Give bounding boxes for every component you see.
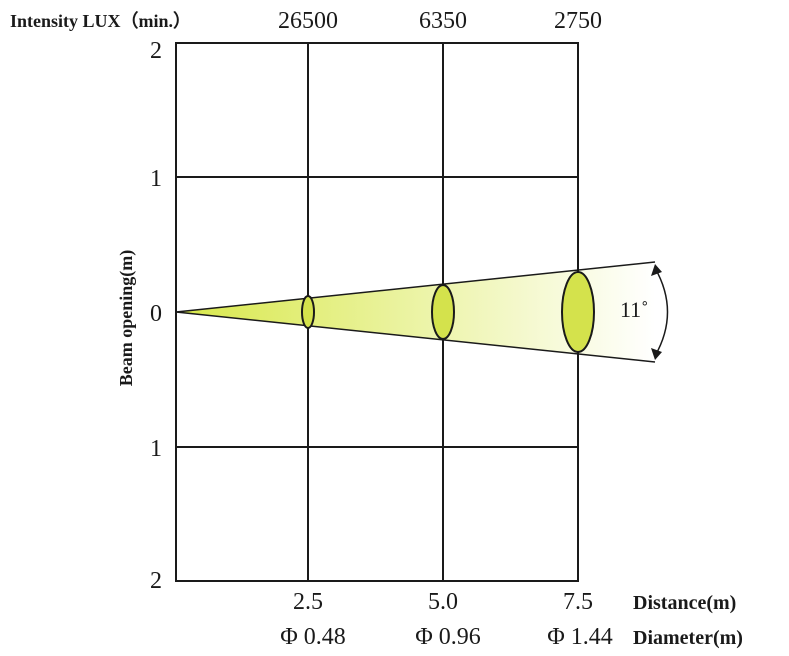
angle-arrow-bottom-icon bbox=[651, 348, 662, 360]
diameter-5-0: Φ 0.96 bbox=[415, 624, 481, 650]
diameter-label: Diameter(m) bbox=[633, 627, 743, 649]
distance-7-5: 7.5 bbox=[563, 589, 593, 615]
y-tick-top-2: 2 bbox=[150, 38, 162, 64]
distance-2-5: 2.5 bbox=[293, 589, 323, 615]
distance-label: Distance(m) bbox=[633, 592, 736, 614]
angle-label: 11˚ bbox=[620, 297, 649, 322]
angle-arc bbox=[654, 267, 669, 357]
y-tick-zero: 0 bbox=[150, 301, 162, 327]
beam-cone bbox=[176, 262, 655, 362]
intensity-value-2-5: 26500 bbox=[278, 8, 338, 34]
beam-section-7-5 bbox=[561, 271, 595, 353]
beam-edge-top bbox=[175, 261, 656, 313]
y-tick-top-1: 1 bbox=[150, 166, 162, 192]
intensity-value-5-0: 6350 bbox=[419, 8, 467, 34]
beam-section-2-5 bbox=[301, 295, 315, 329]
intensity-label: Intensity LUX（min.） bbox=[10, 11, 191, 31]
intensity-value-7-5: 2750 bbox=[554, 8, 602, 34]
y-axis-label: Beam opening(m) bbox=[116, 250, 137, 387]
distance-5-0: 5.0 bbox=[428, 589, 458, 615]
diameter-2-5: Φ 0.48 bbox=[280, 624, 346, 650]
beam-section-5-0 bbox=[431, 284, 455, 340]
beam-edge-bottom bbox=[175, 311, 656, 363]
y-tick-bottom-2: 2 bbox=[150, 568, 162, 594]
y-tick-bottom-1: 1 bbox=[150, 436, 162, 462]
angle-arrow-top-icon bbox=[651, 264, 662, 276]
diameter-7-5: Φ 1.44 bbox=[547, 624, 613, 650]
